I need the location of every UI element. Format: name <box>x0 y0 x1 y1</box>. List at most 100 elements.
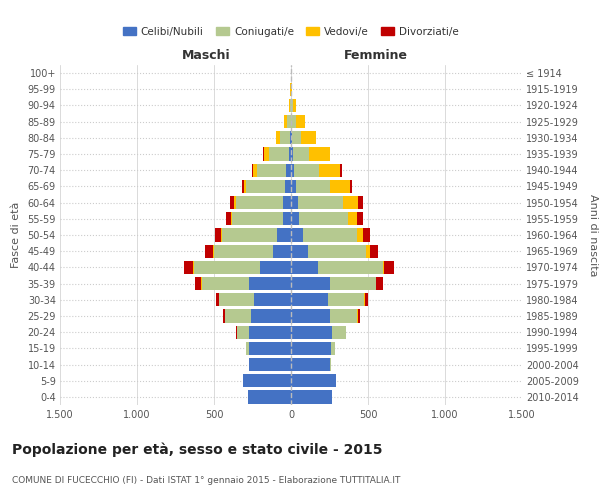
Text: Femmine: Femmine <box>344 49 408 62</box>
Bar <box>193 260 194 274</box>
Bar <box>357 310 358 322</box>
Bar <box>291 115 296 128</box>
Bar <box>285 180 291 193</box>
Bar <box>296 115 305 128</box>
Bar <box>242 180 244 193</box>
Bar <box>364 293 365 306</box>
Bar <box>225 310 251 322</box>
Bar <box>201 277 202 290</box>
Bar <box>231 212 232 226</box>
Bar <box>264 148 269 160</box>
Bar <box>357 228 362 241</box>
Bar <box>340 164 342 177</box>
Bar <box>222 228 277 241</box>
Bar <box>304 228 357 241</box>
Bar <box>328 293 364 306</box>
Bar <box>275 131 280 144</box>
Bar <box>263 148 264 160</box>
Bar <box>283 196 291 209</box>
Bar <box>330 310 357 322</box>
Bar <box>367 244 370 258</box>
Bar <box>365 293 368 306</box>
Bar <box>291 131 292 144</box>
Bar <box>291 244 308 258</box>
Bar <box>358 196 362 209</box>
Bar <box>202 277 250 290</box>
Bar <box>308 244 367 258</box>
Text: Maschi: Maschi <box>182 49 230 62</box>
Bar <box>298 196 343 209</box>
Bar <box>331 342 335 355</box>
Bar <box>330 358 331 371</box>
Bar <box>291 164 294 177</box>
Bar <box>291 212 299 226</box>
Bar <box>291 260 318 274</box>
Y-axis label: Fasce di età: Fasce di età <box>11 202 20 268</box>
Bar <box>236 326 237 339</box>
Bar <box>291 293 328 306</box>
Bar <box>343 196 358 209</box>
Bar <box>293 148 310 160</box>
Bar <box>284 115 287 128</box>
Bar <box>277 228 291 241</box>
Bar <box>291 310 330 322</box>
Bar <box>226 212 231 226</box>
Text: Popolazione per età, sesso e stato civile - 2015: Popolazione per età, sesso e stato civil… <box>12 442 383 457</box>
Bar <box>350 180 352 193</box>
Bar <box>299 212 348 226</box>
Bar <box>294 164 319 177</box>
Bar <box>289 148 291 160</box>
Bar <box>301 131 316 144</box>
Bar <box>253 164 257 177</box>
Bar <box>247 342 250 355</box>
Bar <box>250 277 291 290</box>
Bar <box>260 260 291 274</box>
Bar <box>184 260 193 274</box>
Legend: Celibi/Nubili, Coniugati/e, Vedovi/e, Divorziati/e: Celibi/Nubili, Coniugati/e, Vedovi/e, Di… <box>119 22 463 41</box>
Bar <box>292 131 301 144</box>
Bar <box>329 180 350 193</box>
Bar <box>384 260 394 274</box>
Bar <box>283 212 291 226</box>
Bar <box>293 99 296 112</box>
Bar <box>248 390 291 404</box>
Bar <box>296 180 329 193</box>
Bar <box>223 310 225 322</box>
Bar <box>215 293 218 306</box>
Bar <box>357 212 362 226</box>
Bar <box>318 260 383 274</box>
Bar <box>291 326 332 339</box>
Bar <box>234 196 236 209</box>
Bar <box>291 358 330 371</box>
Bar <box>248 358 250 371</box>
Bar <box>252 164 253 177</box>
Bar <box>194 260 260 274</box>
Bar <box>286 164 291 177</box>
Bar <box>291 342 331 355</box>
Bar <box>291 196 298 209</box>
Bar <box>383 260 384 274</box>
Bar <box>257 164 286 177</box>
Bar <box>329 148 330 160</box>
Bar <box>291 99 293 112</box>
Bar <box>280 131 290 144</box>
Bar <box>358 310 359 322</box>
Text: COMUNE DI FUCECCHIO (FI) - Dati ISTAT 1° gennaio 2015 - Elaborazione TUTTITALIA.: COMUNE DI FUCECCHIO (FI) - Dati ISTAT 1°… <box>12 476 400 485</box>
Bar <box>205 244 213 258</box>
Bar <box>291 277 329 290</box>
Bar <box>243 374 291 388</box>
Y-axis label: Anni di nascita: Anni di nascita <box>589 194 598 276</box>
Bar <box>370 244 378 258</box>
Bar <box>232 212 283 226</box>
Bar <box>237 326 250 339</box>
Bar <box>236 196 283 209</box>
Bar <box>221 228 222 241</box>
Bar <box>289 99 290 112</box>
Bar <box>195 277 201 290</box>
Bar <box>319 164 340 177</box>
Bar <box>291 180 296 193</box>
Bar <box>250 326 291 339</box>
Bar <box>251 310 291 322</box>
Bar <box>290 131 291 144</box>
Bar <box>291 148 293 160</box>
